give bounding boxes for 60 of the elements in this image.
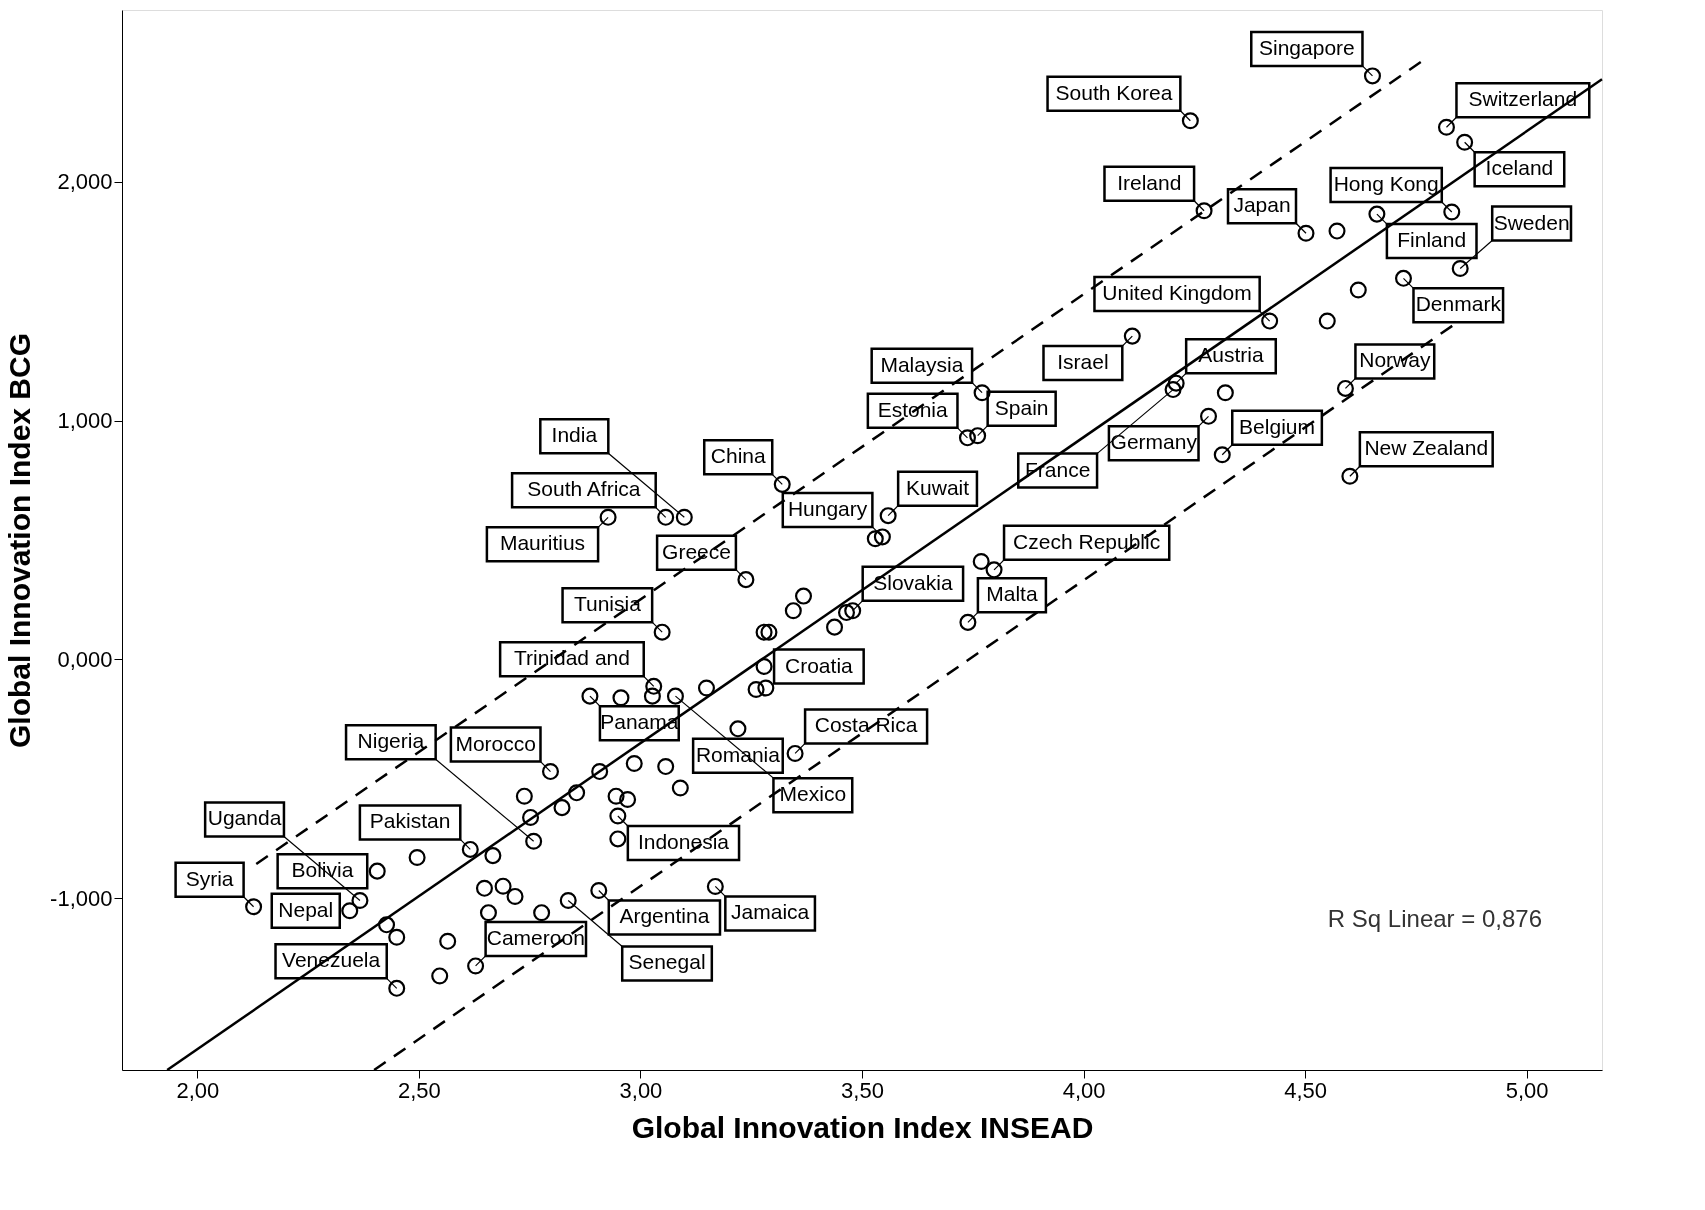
- annotation: Malta: [986, 582, 1038, 606]
- x-tick-label: 2,50: [397, 1077, 441, 1103]
- x-tick-label: 5,00: [1505, 1077, 1549, 1103]
- annotation: Finland: [1397, 228, 1467, 252]
- annotation: Ireland: [1117, 170, 1182, 194]
- annotation: China: [710, 444, 766, 468]
- annotation: Costa Rica: [814, 713, 918, 737]
- annotation: Malaysia: [880, 352, 964, 376]
- annotation: Nigeria: [357, 729, 425, 753]
- y-tick-label: 2,000: [57, 169, 113, 195]
- annotation: Denmark: [1415, 292, 1502, 316]
- x-tick-label: 4,50: [1284, 1077, 1328, 1103]
- y-tick-label: 0,000: [57, 646, 113, 672]
- annotation: Syria: [185, 866, 234, 890]
- annotation: Nepal: [278, 897, 334, 921]
- annotation: Estonia: [877, 397, 948, 421]
- annotation: Tunisia: [573, 592, 642, 616]
- annotation: Czech Republic: [1013, 529, 1161, 553]
- annotation: Iceland: [1485, 156, 1554, 180]
- annotation: Cameroon: [486, 925, 585, 949]
- annotation: South Korea: [1055, 80, 1173, 104]
- annotation: South Africa: [527, 477, 641, 501]
- annotation: Mexico: [779, 782, 847, 806]
- annotation: Belgium: [1239, 414, 1315, 438]
- annotation: Singapore: [1258, 35, 1355, 59]
- y-axis-title: Global Innovation Index BCG: [3, 332, 37, 749]
- annotation: Slovakia: [873, 570, 953, 594]
- annotation: Jamaica: [731, 900, 810, 924]
- annotation: Senegal: [628, 950, 706, 974]
- annotation: Greece: [662, 539, 731, 563]
- x-tick-label: 2,00: [176, 1077, 220, 1103]
- annotation: Kuwait: [906, 475, 970, 499]
- annotation: Japan: [1233, 193, 1291, 217]
- x-tick-label: 3,00: [619, 1077, 663, 1103]
- annotation: Sweden: [1493, 210, 1570, 234]
- x-axis-title: Global Innovation Index INSEAD: [631, 1110, 1094, 1144]
- annotation: Uganda: [207, 806, 282, 830]
- annotation: Indonesia: [637, 829, 730, 853]
- annotation: Norway: [1359, 348, 1431, 372]
- annotation: Pakistan: [369, 809, 451, 833]
- annotation: Israel: [1057, 350, 1109, 374]
- annotation: Morocco: [455, 731, 536, 755]
- annotation: New Zealand: [1364, 436, 1489, 460]
- annotation: Switzerland: [1468, 87, 1578, 111]
- annotation: Mauritius: [499, 531, 586, 555]
- annotation: United Kingdom: [1102, 281, 1252, 305]
- x-tick-label: 3,50: [841, 1077, 884, 1103]
- annotation: Trinidad and: [513, 646, 630, 670]
- annotation: Austria: [1198, 343, 1264, 367]
- annotation: Hungary: [787, 496, 868, 520]
- annotation: Croatia: [785, 653, 854, 677]
- x-tick-label: 4,00: [1062, 1077, 1106, 1103]
- annotation: R Sq Linear = 0,876: [1327, 905, 1542, 932]
- annotation: India: [551, 423, 598, 447]
- annotation: Hong Kong: [1333, 171, 1439, 195]
- annotation: Argentina: [619, 904, 710, 928]
- annotation: Germany: [1110, 430, 1198, 454]
- annotation: Spain: [994, 395, 1049, 419]
- y-tick-label: -1,000: [50, 885, 113, 911]
- y-tick-label: 1,000: [57, 408, 113, 434]
